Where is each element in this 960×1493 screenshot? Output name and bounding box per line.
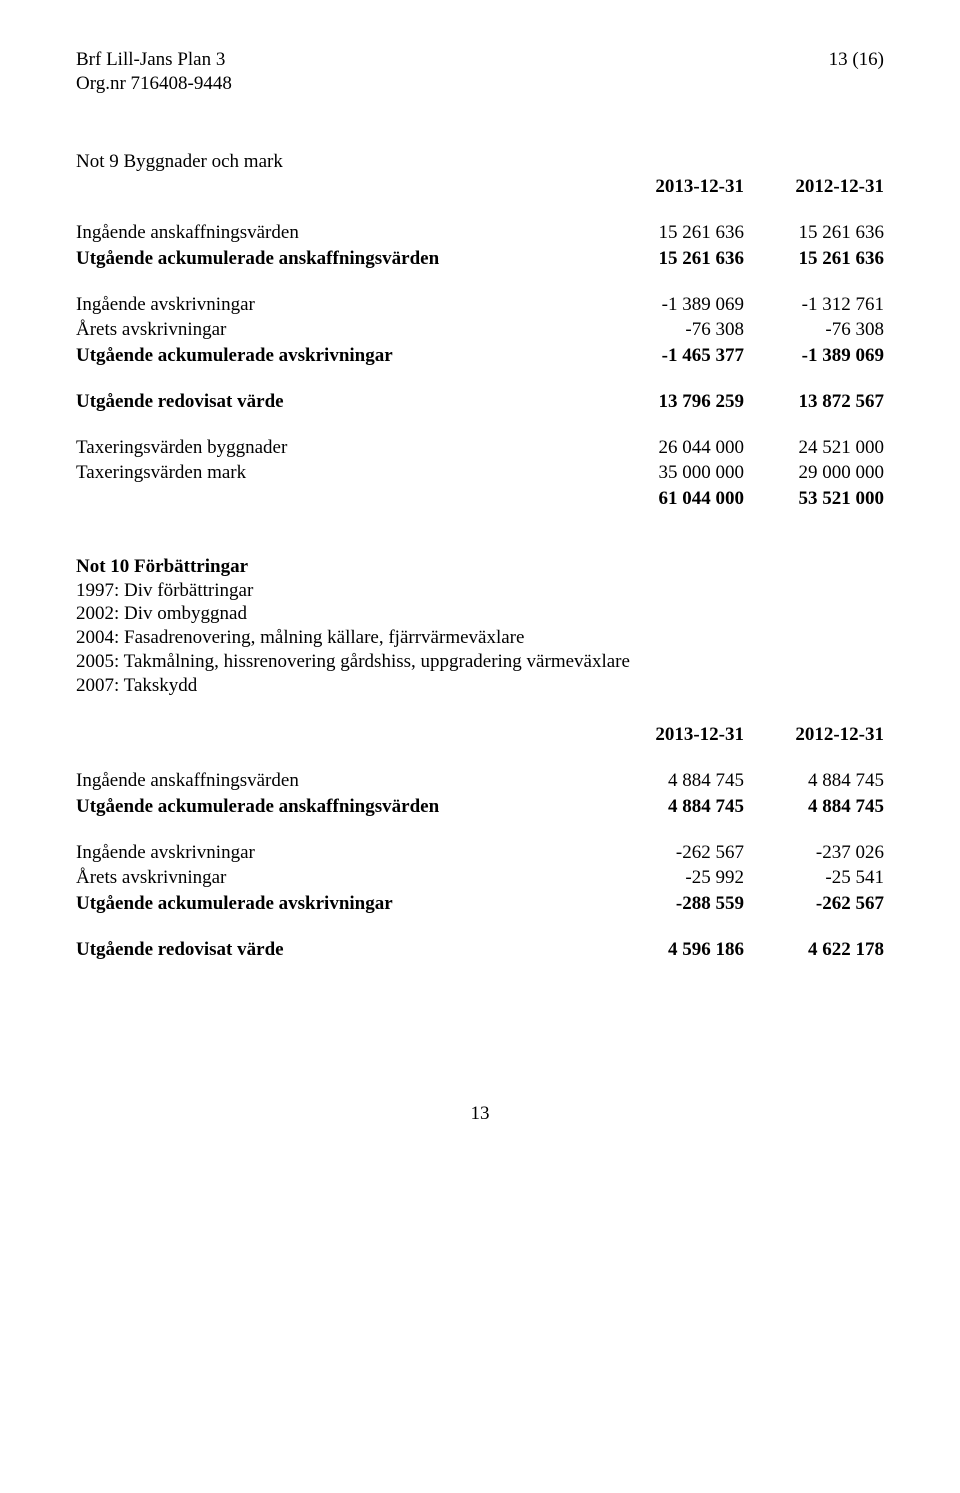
row-value: -288 559 [604, 892, 744, 916]
row-label: Årets avskrivningar [76, 318, 604, 342]
row-value: 26 044 000 [604, 436, 744, 460]
row-label: Utgående ackumulerade avskrivningar [76, 344, 604, 368]
row-value: 4 884 745 [604, 795, 744, 819]
row-value: 35 000 000 [604, 461, 744, 485]
table-row: Utgående ackumulerade anskaffningsvärden… [76, 795, 884, 819]
org-name: Brf Lill-Jans Plan 3 [76, 48, 232, 72]
row-value: -25 992 [604, 866, 744, 890]
row-label: Årets avskrivningar [76, 866, 604, 890]
row-value: -25 541 [744, 866, 884, 890]
note-10-line: 1997: Div förbättringar [76, 579, 884, 603]
table-row: Årets avskrivningar -76 308 -76 308 [76, 318, 884, 342]
row-label: Utgående ackumulerade anskaffningsvärden [76, 795, 604, 819]
table-row: Utgående ackumulerade avskrivningar -288… [76, 892, 884, 916]
row-value: -237 026 [744, 841, 884, 865]
note-10-line: 2005: Takmålning, hissrenovering gårdshi… [76, 650, 884, 674]
row-value: 15 261 636 [604, 247, 744, 271]
row-value: 13 872 567 [744, 390, 884, 414]
table-row: Ingående avskrivningar -262 567 -237 026 [76, 841, 884, 865]
row-label: Ingående avskrivningar [76, 293, 604, 317]
page-number: 13 [76, 1102, 884, 1126]
row-label: Utgående ackumulerade anskaffningsvärden [76, 247, 604, 271]
row-value: 24 521 000 [744, 436, 884, 460]
note-10-line: 2004: Fasadrenovering, målning källare, … [76, 626, 884, 650]
row-value: 13 796 259 [604, 390, 744, 414]
blank [76, 175, 604, 199]
row-value: -262 567 [744, 892, 884, 916]
page-indicator: 13 (16) [829, 48, 884, 96]
note-9: Not 9 Byggnader och mark 2013-12-31 2012… [76, 150, 884, 511]
page-header: Brf Lill-Jans Plan 3 Org.nr 716408-9448 … [76, 48, 884, 96]
note-10-col-headers: 2013-12-31 2012-12-31 [76, 723, 884, 747]
org-number: Org.nr 716408-9448 [76, 72, 232, 96]
note-10: Not 10 Förbättringar 1997: Div förbättri… [76, 555, 884, 962]
note-10-title: Not 10 Förbättringar [76, 555, 884, 579]
table-row: 61 044 000 53 521 000 [76, 487, 884, 511]
row-value: 15 261 636 [744, 247, 884, 271]
row-label [76, 487, 604, 511]
row-value: -1 465 377 [604, 344, 744, 368]
row-value: 4 884 745 [744, 769, 884, 793]
blank [76, 723, 604, 747]
row-value: -76 308 [744, 318, 884, 342]
row-value: 4 622 178 [744, 938, 884, 962]
row-value: 15 261 636 [744, 221, 884, 245]
table-row: Ingående anskaffningsvärden 15 261 636 1… [76, 221, 884, 245]
row-label: Taxeringsvärden mark [76, 461, 604, 485]
row-value: -262 567 [604, 841, 744, 865]
note-9-title: Not 9 Byggnader och mark [76, 150, 884, 174]
table-row: Taxeringsvärden mark 35 000 000 29 000 0… [76, 461, 884, 485]
table-row: Taxeringsvärden byggnader 26 044 000 24 … [76, 436, 884, 460]
col-header-1: 2013-12-31 [604, 723, 744, 747]
row-label: Ingående avskrivningar [76, 841, 604, 865]
row-value: 4 884 745 [604, 769, 744, 793]
row-value: -1 389 069 [604, 293, 744, 317]
table-row: Årets avskrivningar -25 992 -25 541 [76, 866, 884, 890]
row-label: Utgående redovisat värde [76, 938, 604, 962]
note-9-col-headers: 2013-12-31 2012-12-31 [76, 175, 884, 199]
note-10-line: 2002: Div ombyggnad [76, 602, 884, 626]
row-value: -76 308 [604, 318, 744, 342]
table-row: Utgående ackumulerade avskrivningar -1 4… [76, 344, 884, 368]
row-label: Utgående redovisat värde [76, 390, 604, 414]
row-value: 4 884 745 [744, 795, 884, 819]
row-value: 53 521 000 [744, 487, 884, 511]
row-value: 4 596 186 [604, 938, 744, 962]
table-row: Ingående anskaffningsvärden 4 884 745 4 … [76, 769, 884, 793]
row-label: Ingående anskaffningsvärden [76, 221, 604, 245]
row-label: Ingående anskaffningsvärden [76, 769, 604, 793]
header-left: Brf Lill-Jans Plan 3 Org.nr 716408-9448 [76, 48, 232, 96]
table-row: Utgående ackumulerade anskaffningsvärden… [76, 247, 884, 271]
row-value: -1 389 069 [744, 344, 884, 368]
col-header-2: 2012-12-31 [744, 175, 884, 199]
row-label: Utgående ackumulerade avskrivningar [76, 892, 604, 916]
row-label: Taxeringsvärden byggnader [76, 436, 604, 460]
col-header-1: 2013-12-31 [604, 175, 744, 199]
row-value: 29 000 000 [744, 461, 884, 485]
table-row: Utgående redovisat värde 13 796 259 13 8… [76, 390, 884, 414]
note-10-line: 2007: Takskydd [76, 674, 884, 698]
table-row: Utgående redovisat värde 4 596 186 4 622… [76, 938, 884, 962]
row-value: 15 261 636 [604, 221, 744, 245]
col-header-2: 2012-12-31 [744, 723, 884, 747]
table-row: Ingående avskrivningar -1 389 069 -1 312… [76, 293, 884, 317]
row-value: 61 044 000 [604, 487, 744, 511]
row-value: -1 312 761 [744, 293, 884, 317]
